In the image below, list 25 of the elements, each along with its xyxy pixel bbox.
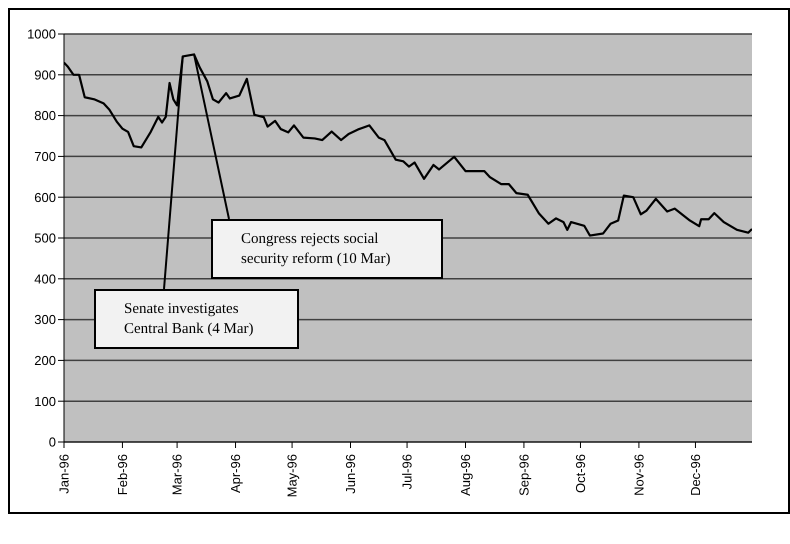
y-tick-label: 1000	[27, 26, 56, 42]
x-tick-label: Jun-96	[343, 454, 358, 494]
x-tick-label: Sep-96	[516, 454, 532, 496]
x-tick-label: Mar-96	[170, 454, 185, 496]
x-tick-label: Nov-96	[631, 454, 646, 496]
y-tick-label: 500	[34, 230, 56, 246]
y-tick-label: 300	[34, 312, 56, 328]
callout-box: Congress rejects social security reform (10 Mar)	[211, 219, 443, 279]
y-tick-label: 600	[34, 190, 56, 205]
y-tick-label: 700	[34, 149, 56, 164]
y-tick-label: 400	[34, 271, 56, 286]
y-tick-label: 100	[34, 394, 56, 409]
y-tick-label: 200	[34, 353, 56, 368]
x-tick-label: Feb-96	[114, 454, 130, 496]
x-tick-label: Jan-96	[56, 454, 72, 494]
y-tick-label: 0	[48, 434, 56, 450]
callout-box: Senate investigates Central Bank (4 Mar)	[94, 289, 299, 349]
x-tick-label: Jul-96	[400, 454, 415, 490]
x-tick-label: May-96	[284, 454, 300, 498]
y-tick-label: 900	[34, 67, 56, 82]
x-tick-label: Aug-96	[458, 454, 473, 496]
x-tick-label: Oct-96	[572, 454, 588, 494]
y-tick-label: 800	[34, 108, 56, 124]
x-tick-label: Dec-96	[688, 454, 703, 496]
x-tick-label: Apr-96	[228, 454, 244, 494]
